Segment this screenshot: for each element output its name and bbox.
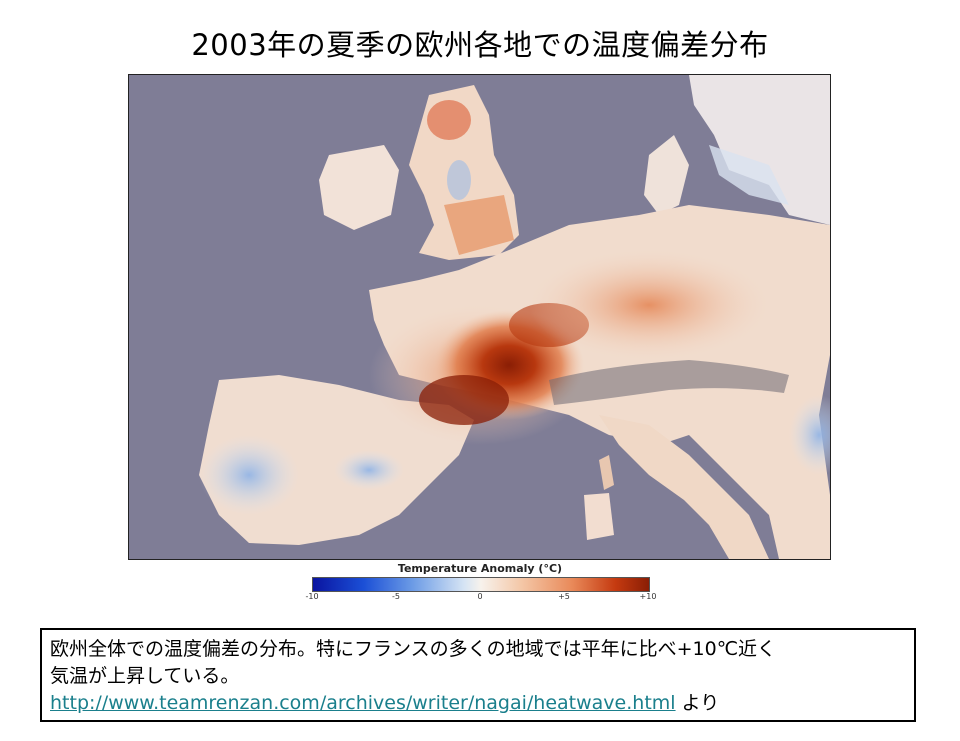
caption-box: 欧州全体での温度偏差の分布。特にフランスの多くの地域では平年に比べ+10℃近く … (40, 628, 916, 722)
caption-source: http://www.teamrenzan.com/archives/write… (50, 690, 906, 717)
legend-title: Temperature Anomaly (°C) (397, 562, 563, 575)
sardinia-landmass (584, 493, 614, 540)
slide-title: 2003年の夏季の欧州各地での温度偏差分布 (191, 28, 769, 62)
legend-color-bar (312, 577, 650, 592)
denmark-landmass (644, 135, 689, 215)
legend-tick: -5 (392, 592, 400, 601)
source-link[interactable]: http://www.teamrenzan.com/archives/write… (50, 692, 676, 714)
ireland-landmass (319, 145, 399, 230)
legend-tick: +5 (558, 592, 570, 601)
legend-tick: +10 (639, 592, 657, 601)
italy-landmass (599, 415, 769, 559)
caption-line-1: 欧州全体での温度偏差の分布。特にフランスの多くの地域では平年に比べ+10℃近く (50, 638, 777, 660)
legend-tick: -10 (305, 592, 319, 601)
temperature-anomaly-map (128, 74, 831, 560)
corsica-landmass (599, 455, 614, 490)
scandinavia-landmass (689, 75, 830, 225)
color-scale-legend: Temperature Anomaly (°C) -10 -5 0 +5 +10 (300, 560, 660, 606)
source-suffix: より (675, 692, 720, 714)
legend-ticks: -10 -5 0 +5 +10 (300, 592, 660, 604)
caption-line-2: 気温が上昇している。 (50, 665, 240, 687)
legend-tick: 0 (477, 592, 483, 601)
